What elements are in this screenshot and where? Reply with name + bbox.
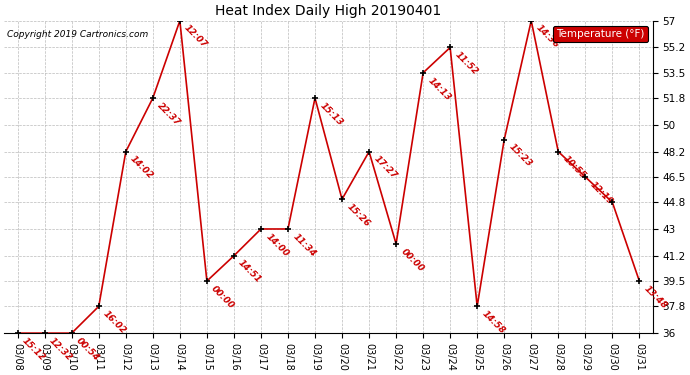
Text: 14:00: 14:00 [264,232,290,258]
Text: 14:13: 14:13 [426,76,453,102]
Text: 15:23: 15:23 [507,142,533,169]
Legend: Temperature (°F): Temperature (°F) [553,26,648,42]
Text: 11:52: 11:52 [453,50,480,77]
Text: 00:54: 00:54 [75,336,101,363]
Text: 14:58: 14:58 [480,309,506,336]
Text: 22:37: 22:37 [156,101,182,128]
Text: 15:13: 15:13 [318,101,344,128]
Text: 00:00: 00:00 [399,247,426,273]
Text: Copyright 2019 Cartronics.com: Copyright 2019 Cartronics.com [8,30,148,39]
Text: 16:02: 16:02 [101,309,128,336]
Text: 13:48: 13:48 [642,284,669,310]
Text: 12:07: 12:07 [183,24,209,50]
Text: 10:55: 10:55 [561,154,588,181]
Text: 12:19: 12:19 [588,180,615,206]
Text: 15:12: 15:12 [21,336,47,363]
Text: 14:02: 14:02 [128,154,155,181]
Text: 15:26: 15:26 [345,202,371,229]
Text: 14:36: 14:36 [534,24,560,50]
Text: 14:51: 14:51 [237,258,264,285]
Text: 12:32: 12:32 [48,336,74,363]
Text: 11:34: 11:34 [290,232,317,258]
Text: 17:27: 17:27 [372,154,398,181]
Title: Heat Index Daily High 20190401: Heat Index Daily High 20190401 [215,4,442,18]
Text: 00:00: 00:00 [210,284,236,310]
